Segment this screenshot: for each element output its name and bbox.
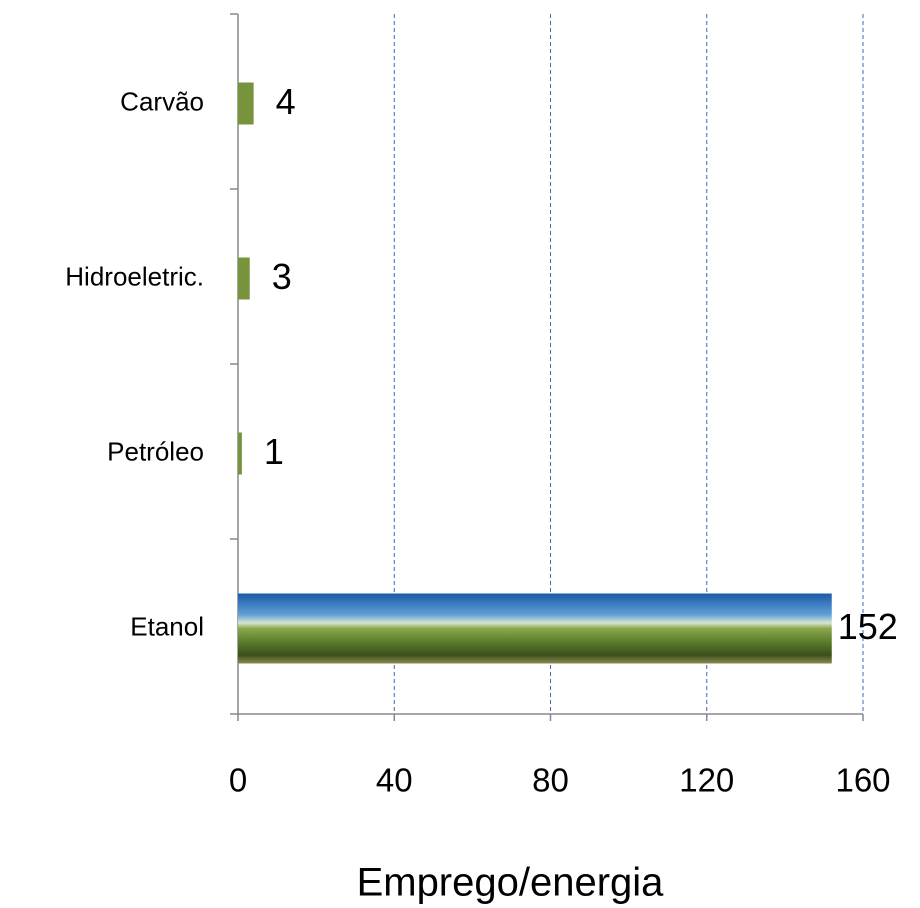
y-tick-label: Petróleo (107, 436, 204, 466)
x-tick-label: 0 (229, 762, 247, 799)
x-tick-label: 80 (532, 762, 569, 799)
value-label: 152 (838, 606, 898, 647)
bar (238, 432, 242, 475)
value-label: 3 (272, 256, 292, 297)
bar (238, 593, 832, 664)
x-tick-label: 160 (835, 762, 890, 799)
bar (238, 257, 250, 300)
y-tick-label: Hidroeletric. (65, 261, 204, 291)
value-label: 4 (276, 81, 296, 122)
x-axis-title: Emprego/energia (357, 861, 665, 905)
x-tick-label: 120 (679, 762, 734, 799)
value-label: 1 (264, 431, 284, 472)
y-tick-label: Carvão (120, 86, 204, 116)
x-tick-label: 40 (376, 762, 413, 799)
y-tick-label: Etanol (130, 611, 204, 641)
bar (238, 82, 254, 125)
